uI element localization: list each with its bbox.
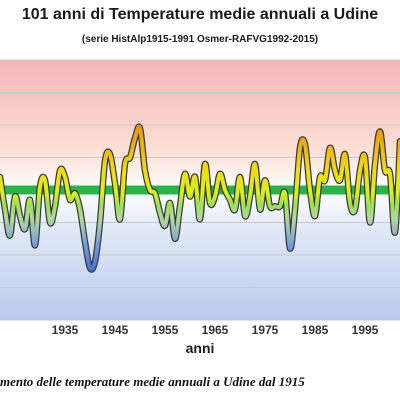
x-tick-label: 1935 — [52, 323, 79, 337]
series-line — [0, 124, 400, 272]
figure-caption: mento delle temperature medie annuali a … — [0, 374, 305, 389]
x-tick-label: 1995 — [352, 323, 379, 337]
x-axis-label: anni — [185, 340, 215, 356]
x-tick-label: 1955 — [152, 323, 179, 337]
x-tick-label: 1985 — [302, 323, 329, 337]
x-tick-label: 1975 — [252, 323, 279, 337]
x-tick-label: 1945 — [102, 323, 129, 337]
x-axis-ticks: 1935 1945 1955 1965 1975 1985 1995 — [52, 323, 379, 337]
x-tick-label: 1965 — [202, 323, 229, 337]
chart-title: 101 anni di Temperature medie annuali a … — [21, 6, 379, 23]
series-layer — [0, 123, 400, 273]
chart-subtitle: (serie HistAlp1915-1991 Osmer-RAFVG1992-… — [81, 34, 319, 45]
